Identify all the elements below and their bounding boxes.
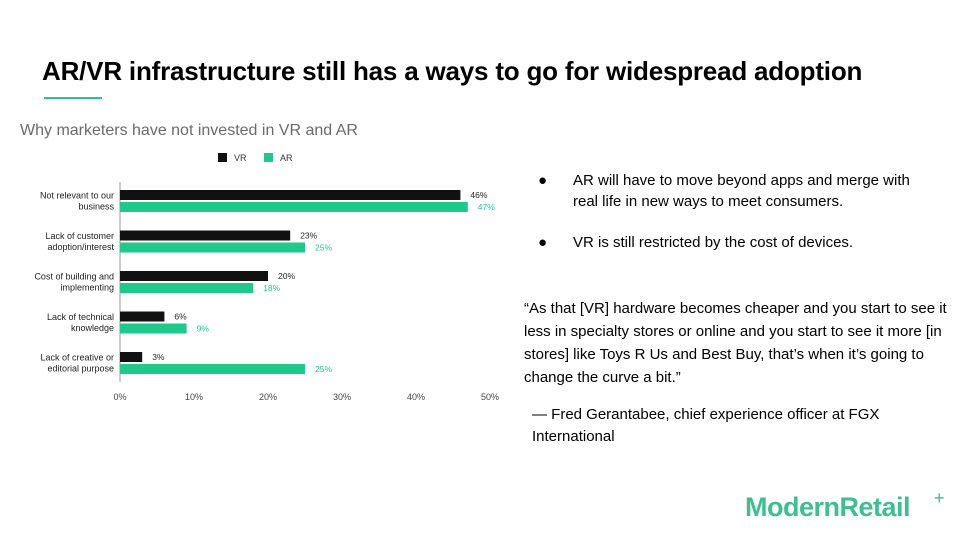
modern-retail-logo: ModernRetail xyxy=(745,492,911,522)
data-label-ar: 25% xyxy=(315,243,332,253)
bullet-text: VR is still restricted by the cost of de… xyxy=(573,234,854,251)
legend-swatch-ar xyxy=(264,153,273,162)
category-label: editorial purpose xyxy=(47,364,114,374)
category-label: Cost of building and xyxy=(34,272,114,282)
data-label-vr: 20% xyxy=(278,271,295,281)
bar-vr xyxy=(120,271,268,281)
bar-ar xyxy=(120,283,254,293)
bar-ar xyxy=(120,323,187,334)
data-label-ar: 9% xyxy=(197,324,210,334)
data-label-vr: 6% xyxy=(174,312,187,322)
bullet-item: ● AR will have to move beyond apps and m… xyxy=(538,170,938,212)
bar-vr xyxy=(120,311,165,322)
bar-ar xyxy=(120,202,468,212)
bullet-dot-icon: ● xyxy=(538,172,548,189)
bullet-item: ● VR is still restricted by the cost of … xyxy=(538,232,938,253)
bar-vr xyxy=(120,230,291,241)
data-label-ar: 18% xyxy=(263,283,280,293)
category-label: knowledge xyxy=(71,323,114,333)
x-tick-label: 30% xyxy=(333,392,351,402)
x-tick-label: 20% xyxy=(259,392,277,402)
x-tick-label: 40% xyxy=(407,392,425,402)
title-underline xyxy=(44,97,102,99)
bar-ar xyxy=(120,364,305,374)
legend-label-vr: VR xyxy=(234,153,247,163)
data-label-vr: 23% xyxy=(300,231,317,241)
bar-vr xyxy=(120,190,461,200)
quote-attribution: — Fred Gerantabee, chief experience offi… xyxy=(532,406,880,445)
category-label: Lack of customer xyxy=(45,231,114,241)
quote-text: “As that [VR] hardware becomes cheaper a… xyxy=(524,300,947,386)
category-label: Lack of creative or xyxy=(40,353,114,363)
x-tick-label: 50% xyxy=(481,392,499,402)
data-label-vr: 46% xyxy=(470,190,487,200)
legend-label-ar: AR xyxy=(280,153,293,163)
legend-swatch-vr xyxy=(218,153,227,162)
bar-ar xyxy=(120,242,305,253)
bullet-dot-icon: ● xyxy=(538,234,548,251)
x-tick-label: 10% xyxy=(185,392,203,402)
slide-title: AR/VR infrastructure still has a ways to… xyxy=(42,56,863,86)
category-label: Lack of technical xyxy=(47,312,114,322)
bullet-list: ● AR will have to move beyond apps and m… xyxy=(538,170,938,273)
x-tick-label: 0% xyxy=(113,392,126,402)
category-label: Not relevant to our xyxy=(40,191,114,201)
logo-plus-icon: + xyxy=(934,488,945,508)
data-label-ar: 25% xyxy=(315,364,332,374)
bullet-text: AR will have to move beyond apps and mer… xyxy=(573,172,910,210)
data-label-ar: 47% xyxy=(478,202,495,212)
bar-chart: VR AR 0% 10% 20% 30% 40% 50% Not relevant to our… xyxy=(34,153,499,402)
data-label-vr: 3% xyxy=(152,352,165,362)
category-label: implementing xyxy=(60,283,114,293)
chart-title: Why marketers have not invested in VR an… xyxy=(20,122,358,139)
bar-vr xyxy=(120,352,143,362)
category-label: business xyxy=(78,202,114,212)
category-label: adoption/interest xyxy=(47,242,114,252)
